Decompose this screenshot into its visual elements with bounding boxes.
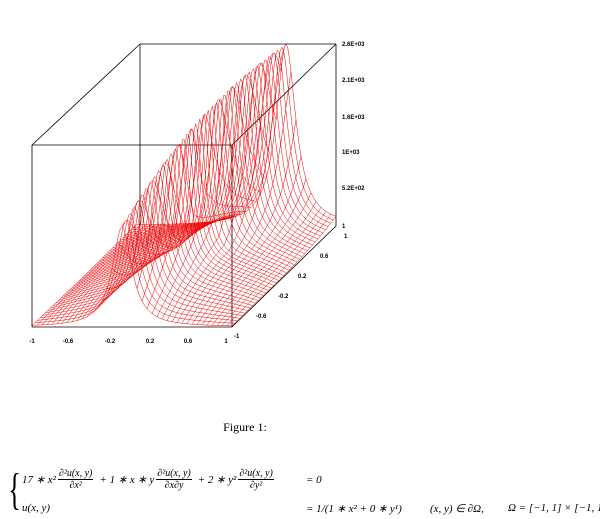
mesh-line bbox=[221, 211, 327, 326]
mesh-line bbox=[141, 144, 246, 302]
z-tick-label: 2.6E+03 bbox=[342, 42, 365, 48]
y-tick-label: 0.6 bbox=[320, 254, 329, 260]
x-tick-label: -0.6 bbox=[63, 339, 74, 345]
mesh-line bbox=[226, 214, 332, 326]
surface-figure: 2.6E+03 2.1E+03 1.6E+03 1E+03 5.2E+02 1 -1 -0.6… bbox=[29, 42, 365, 345]
mesh-line bbox=[161, 86, 267, 320]
mesh-line bbox=[181, 43, 287, 324]
mesh-line bbox=[146, 128, 251, 309]
fraction: ∂²u(x, y) ∂x² bbox=[57, 468, 94, 491]
mesh-line bbox=[31, 224, 137, 326]
mesh-line bbox=[120, 62, 321, 241]
z-tick-label: 1 bbox=[342, 224, 346, 230]
denominator: ∂x∂y bbox=[164, 480, 184, 491]
z-tick-label: 1.6E+03 bbox=[342, 115, 365, 121]
coefficient: 17 ∗ x² bbox=[22, 474, 56, 486]
y-tick-label: -1 bbox=[234, 334, 240, 340]
mesh-line bbox=[176, 52, 282, 323]
mesh-line bbox=[130, 49, 331, 231]
numerator: ∂²u(x, y) bbox=[238, 468, 274, 480]
mesh-line bbox=[36, 224, 142, 326]
mesh-line bbox=[166, 74, 272, 321]
rhs: = 1/(1 ∗ x² + 0 ∗ y¹) bbox=[306, 502, 402, 515]
mesh-line bbox=[196, 156, 302, 325]
mesh-line bbox=[96, 222, 202, 309]
z-tick-label: 5.2E+02 bbox=[342, 186, 365, 192]
numerator: ∂²u(x, y) bbox=[156, 468, 192, 480]
z-tick-label: 1E+03 bbox=[342, 150, 360, 156]
mesh-line bbox=[41, 224, 147, 326]
equation-row: u(x, y) = 1/(1 ∗ x² + 0 ∗ y¹) (x, y) ∈ ∂… bbox=[22, 502, 600, 515]
x-tick-label: 0.6 bbox=[184, 339, 193, 345]
x-tick-label: -0.2 bbox=[105, 339, 116, 345]
x-tick-label: -1 bbox=[29, 339, 35, 345]
mesh-line bbox=[206, 192, 312, 326]
y-tick-label: -0.2 bbox=[278, 294, 289, 300]
y-tick-label: 0.2 bbox=[298, 274, 307, 280]
x-tick-label: 1 bbox=[224, 339, 228, 345]
mesh-line bbox=[121, 218, 227, 255]
mesh-line bbox=[151, 113, 257, 314]
fraction: ∂²u(x, y) ∂x∂y bbox=[156, 468, 192, 491]
wireframe-surface bbox=[31, 43, 337, 327]
mesh-line bbox=[86, 222, 192, 317]
equation: { 17 ∗ x² ∂²u(x, y) ∂x² + 1 ∗ x ∗ y ∂²u(x, y… bbox=[4, 468, 600, 518]
mesh-line bbox=[211, 201, 317, 326]
mesh-line bbox=[66, 223, 172, 323]
mesh-line bbox=[191, 119, 297, 325]
brace: { bbox=[8, 465, 21, 514]
mesh-line bbox=[128, 52, 329, 233]
mesh-line bbox=[56, 224, 162, 324]
mesh-line bbox=[65, 148, 266, 294]
denominator: ∂x² bbox=[69, 480, 82, 491]
mesh-line bbox=[231, 216, 337, 327]
mesh-line bbox=[186, 71, 292, 324]
z-tick-label: 2.1E+03 bbox=[342, 78, 365, 84]
mesh-line bbox=[76, 223, 182, 321]
mesh-line bbox=[106, 221, 212, 289]
mesh-line bbox=[133, 46, 334, 228]
lhs: u(x, y) bbox=[22, 502, 51, 514]
mesh-line bbox=[71, 223, 177, 322]
condition: (x, y) ∈ ∂Ω, bbox=[430, 502, 484, 515]
mesh-line bbox=[51, 224, 157, 325]
mesh-line bbox=[61, 223, 167, 324]
y-tick-label: 1 bbox=[344, 234, 348, 240]
mesh-line bbox=[201, 178, 307, 326]
mesh-line bbox=[171, 63, 277, 322]
mesh-line bbox=[111, 220, 217, 276]
domain: Ω = [−1, 1] × [−1, 1], bbox=[508, 502, 600, 514]
coefficient: + 1 ∗ x ∗ y bbox=[99, 474, 155, 486]
coefficient: + 2 ∗ y² bbox=[197, 474, 237, 486]
mesh-line bbox=[216, 207, 322, 326]
mesh-line bbox=[91, 222, 197, 314]
mesh-line bbox=[46, 224, 152, 325]
numerator: ∂²u(x, y) bbox=[57, 468, 94, 480]
mesh-line bbox=[101, 221, 207, 302]
y-tick-label: -0.6 bbox=[256, 314, 267, 320]
x-tick-label: 0.2 bbox=[146, 339, 155, 345]
mesh-line bbox=[156, 99, 262, 317]
equation-row: 17 ∗ x² ∂²u(x, y) ∂x² + 1 ∗ x ∗ y ∂²u(x, y) ∂… bbox=[22, 468, 322, 491]
denominator: ∂y² bbox=[249, 480, 263, 491]
mesh-line bbox=[131, 180, 237, 269]
figure-caption: Figure 1: bbox=[223, 420, 267, 434]
fraction: ∂²u(x, y) ∂y² bbox=[238, 468, 274, 491]
rhs: = 0 bbox=[306, 473, 322, 486]
